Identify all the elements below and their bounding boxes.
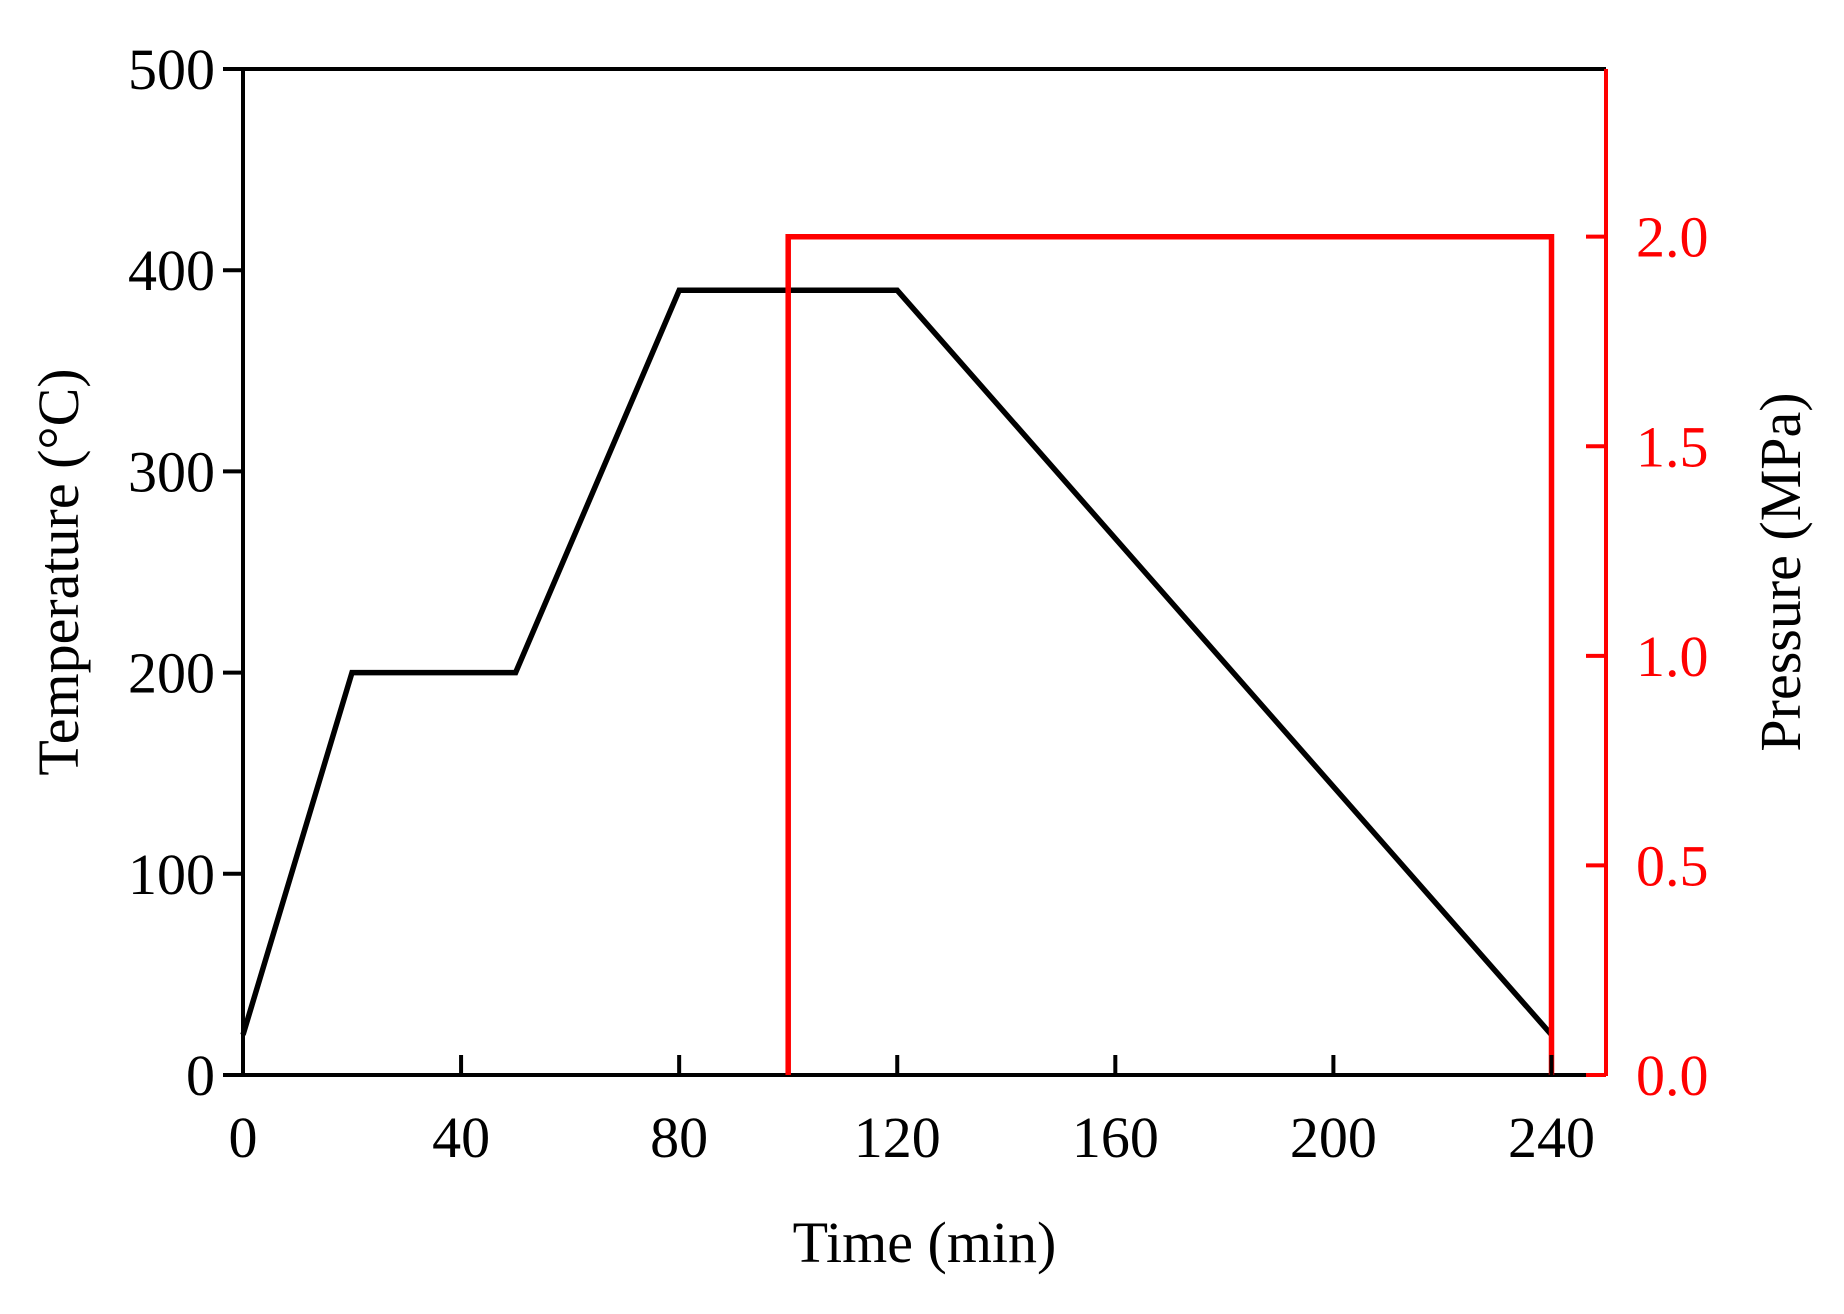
y-right-tick-label-0.5: 0.5: [1636, 833, 1709, 898]
y-right-axis-title: Pressure (MPa): [1748, 392, 1813, 751]
y-right-tick-label-0: 0.0: [1636, 1043, 1709, 1108]
pressure-series-line: [785, 233, 1555, 1075]
y-right-tick-label-1.5: 1.5: [1636, 414, 1709, 479]
y-left-tick-label-100: 100: [128, 842, 215, 907]
y-right-tick-label-2: 2.0: [1636, 205, 1709, 270]
y-left-tick-label-400: 400: [128, 238, 215, 303]
x-tick-label-240: 240: [1508, 1105, 1595, 1170]
x-tick-label-40: 40: [432, 1105, 490, 1170]
y-left-tick-label-500: 500: [128, 37, 215, 102]
y-left-tick-label-200: 200: [128, 641, 215, 706]
x-tick-label-160: 160: [1072, 1105, 1159, 1170]
y-left-tick-label-300: 300: [128, 439, 215, 504]
x-tick-label-0: 0: [229, 1105, 258, 1170]
x-tick-label-120: 120: [854, 1105, 941, 1170]
x-tick-label-200: 200: [1290, 1105, 1377, 1170]
x-tick-label-80: 80: [650, 1105, 708, 1170]
y-left-axis-title: Temperature (°C): [26, 368, 91, 775]
x-axis-title: Time (min): [793, 1210, 1057, 1275]
y-right-tick-label-1: 1.0: [1636, 624, 1709, 689]
y-left-tick-label-0: 0: [186, 1043, 215, 1108]
temperature-series-line: [240, 287, 1554, 1037]
